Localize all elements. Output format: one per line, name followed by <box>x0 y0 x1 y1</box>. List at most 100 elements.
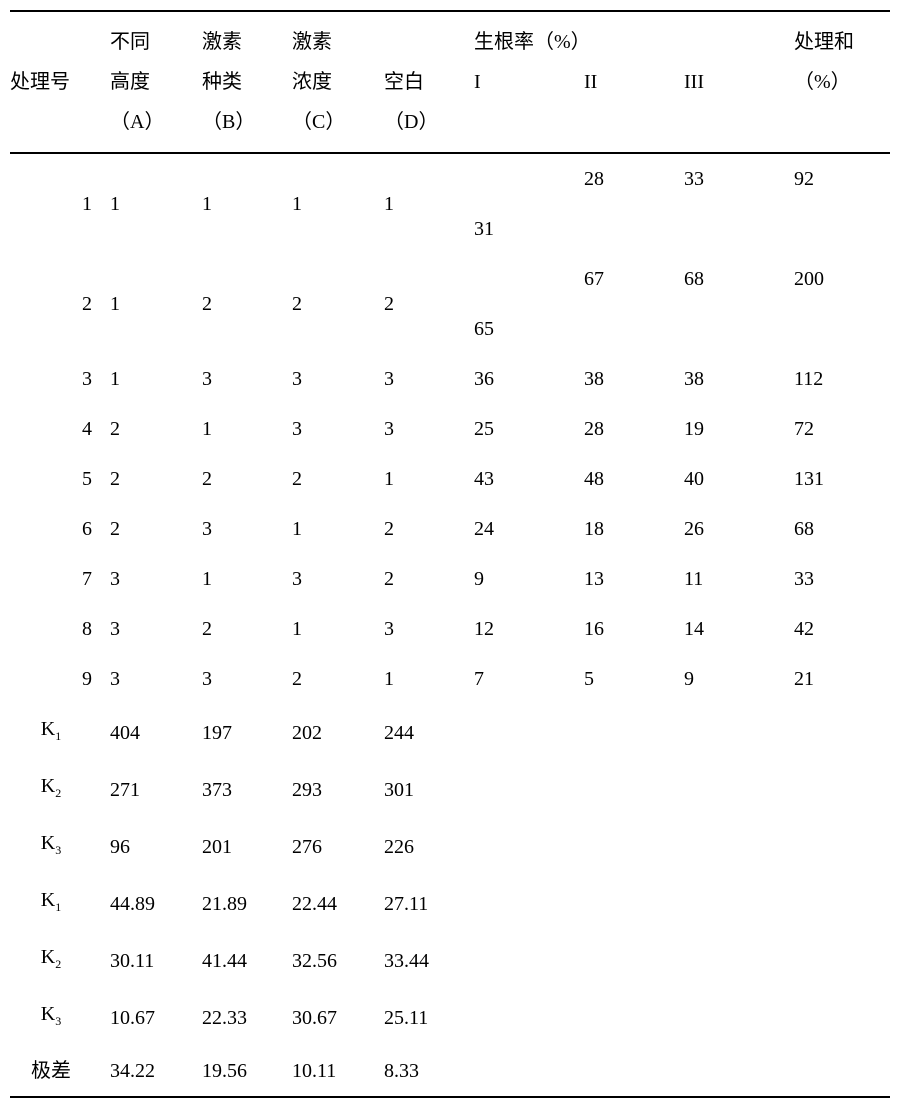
summary-label: K1 <box>10 875 110 932</box>
cell: 2 <box>384 254 474 354</box>
cell: 2 <box>292 254 384 354</box>
summary-row: K230.1141.4432.5633.44 <box>10 932 890 989</box>
hdr-col-d: 空白 （D） <box>384 11 474 153</box>
cell: 65 <box>474 254 584 354</box>
cell: 1 <box>10 153 110 254</box>
cell: 3 <box>202 354 292 404</box>
cell: 200 <box>794 254 890 354</box>
cell: 24 <box>474 504 584 554</box>
cell: 3 <box>384 354 474 404</box>
cell-empty <box>684 704 794 761</box>
cell: 8 <box>10 604 110 654</box>
summary-label: K3 <box>10 989 110 1046</box>
cell: 11 <box>684 554 794 604</box>
cell: 3 <box>292 554 384 604</box>
summary-row: K2271373293301 <box>10 761 890 818</box>
cell: 2 <box>110 504 202 554</box>
cell: 2 <box>202 604 292 654</box>
cell: 404 <box>110 704 202 761</box>
cell: 1 <box>384 454 474 504</box>
cell: 2 <box>110 454 202 504</box>
hdr-col-b: 激素 种类 （B） <box>202 11 292 153</box>
cell: 44.89 <box>110 875 202 932</box>
cell-empty <box>584 989 684 1046</box>
cell: 9 <box>10 654 110 704</box>
cell-empty <box>584 704 684 761</box>
cell: 1 <box>110 153 202 254</box>
cell: 3 <box>384 604 474 654</box>
summary-label: K3 <box>10 818 110 875</box>
cell: 41.44 <box>202 932 292 989</box>
cell: 3 <box>202 654 292 704</box>
cell: 16 <box>584 604 684 654</box>
cell: 10.11 <box>292 1046 384 1097</box>
cell: 3 <box>292 354 384 404</box>
cell: 19.56 <box>202 1046 292 1097</box>
cell: 8.33 <box>384 1046 474 1097</box>
cell: 2 <box>202 454 292 504</box>
summary-label: K2 <box>10 761 110 818</box>
cell: 2 <box>292 654 384 704</box>
cell: 48 <box>584 454 684 504</box>
cell: 22.33 <box>202 989 292 1046</box>
cell: 1 <box>202 153 292 254</box>
cell-empty <box>684 761 794 818</box>
cell-empty <box>474 818 584 875</box>
cell: 201 <box>202 818 292 875</box>
cell: 33 <box>684 153 794 254</box>
cell: 9 <box>474 554 584 604</box>
cell: 38 <box>584 354 684 404</box>
hdr-col-c: 激素 浓度 （C） <box>292 11 384 153</box>
table-row: 1111131283392 <box>10 153 890 254</box>
cell: 1 <box>110 254 202 354</box>
cell: 19 <box>684 404 794 454</box>
cell: 3 <box>110 654 202 704</box>
cell: 9 <box>684 654 794 704</box>
cell: 226 <box>384 818 474 875</box>
cell: 68 <box>684 254 794 354</box>
cell: 4 <box>10 404 110 454</box>
cell-empty <box>794 761 890 818</box>
table-body: 1111131283392212226567682003133336383811… <box>10 153 890 1097</box>
table-row: 9332175921 <box>10 654 890 704</box>
cell: 1 <box>292 504 384 554</box>
cell-empty <box>584 932 684 989</box>
cell: 3 <box>384 404 474 454</box>
cell: 28 <box>584 404 684 454</box>
hdr-root-ii: II <box>584 11 684 153</box>
cell: 7 <box>10 554 110 604</box>
summary-row: K396201276226 <box>10 818 890 875</box>
cell-empty <box>684 989 794 1046</box>
cell-empty <box>474 875 584 932</box>
cell: 1 <box>292 604 384 654</box>
hdr-treat-sum: 处理和 （%） <box>794 11 890 153</box>
cell: 3 <box>10 354 110 404</box>
hdr-col-a: 不同 高度 （A） <box>110 11 202 153</box>
table-row: 8321312161442 <box>10 604 890 654</box>
hdr-root-i: 生根率（%） I <box>474 11 584 153</box>
cell-empty <box>684 1046 794 1097</box>
cell: 92 <box>794 153 890 254</box>
cell-empty <box>794 1046 890 1097</box>
cell-empty <box>794 704 890 761</box>
cell: 33 <box>794 554 890 604</box>
cell: 18 <box>584 504 684 554</box>
cell: 2 <box>110 404 202 454</box>
cell: 42 <box>794 604 890 654</box>
cell: 5 <box>584 654 684 704</box>
cell: 21.89 <box>202 875 292 932</box>
cell: 25 <box>474 404 584 454</box>
cell-empty <box>584 818 684 875</box>
table-row: 6231224182668 <box>10 504 890 554</box>
cell-empty <box>584 761 684 818</box>
cell: 36 <box>474 354 584 404</box>
cell: 33.44 <box>384 932 474 989</box>
cell: 2 <box>10 254 110 354</box>
cell: 373 <box>202 761 292 818</box>
cell-empty <box>794 818 890 875</box>
cell: 7 <box>474 654 584 704</box>
cell: 10.67 <box>110 989 202 1046</box>
cell: 32.56 <box>292 932 384 989</box>
summary-row: K310.6722.3330.6725.11 <box>10 989 890 1046</box>
table-row: 21222656768200 <box>10 254 890 354</box>
